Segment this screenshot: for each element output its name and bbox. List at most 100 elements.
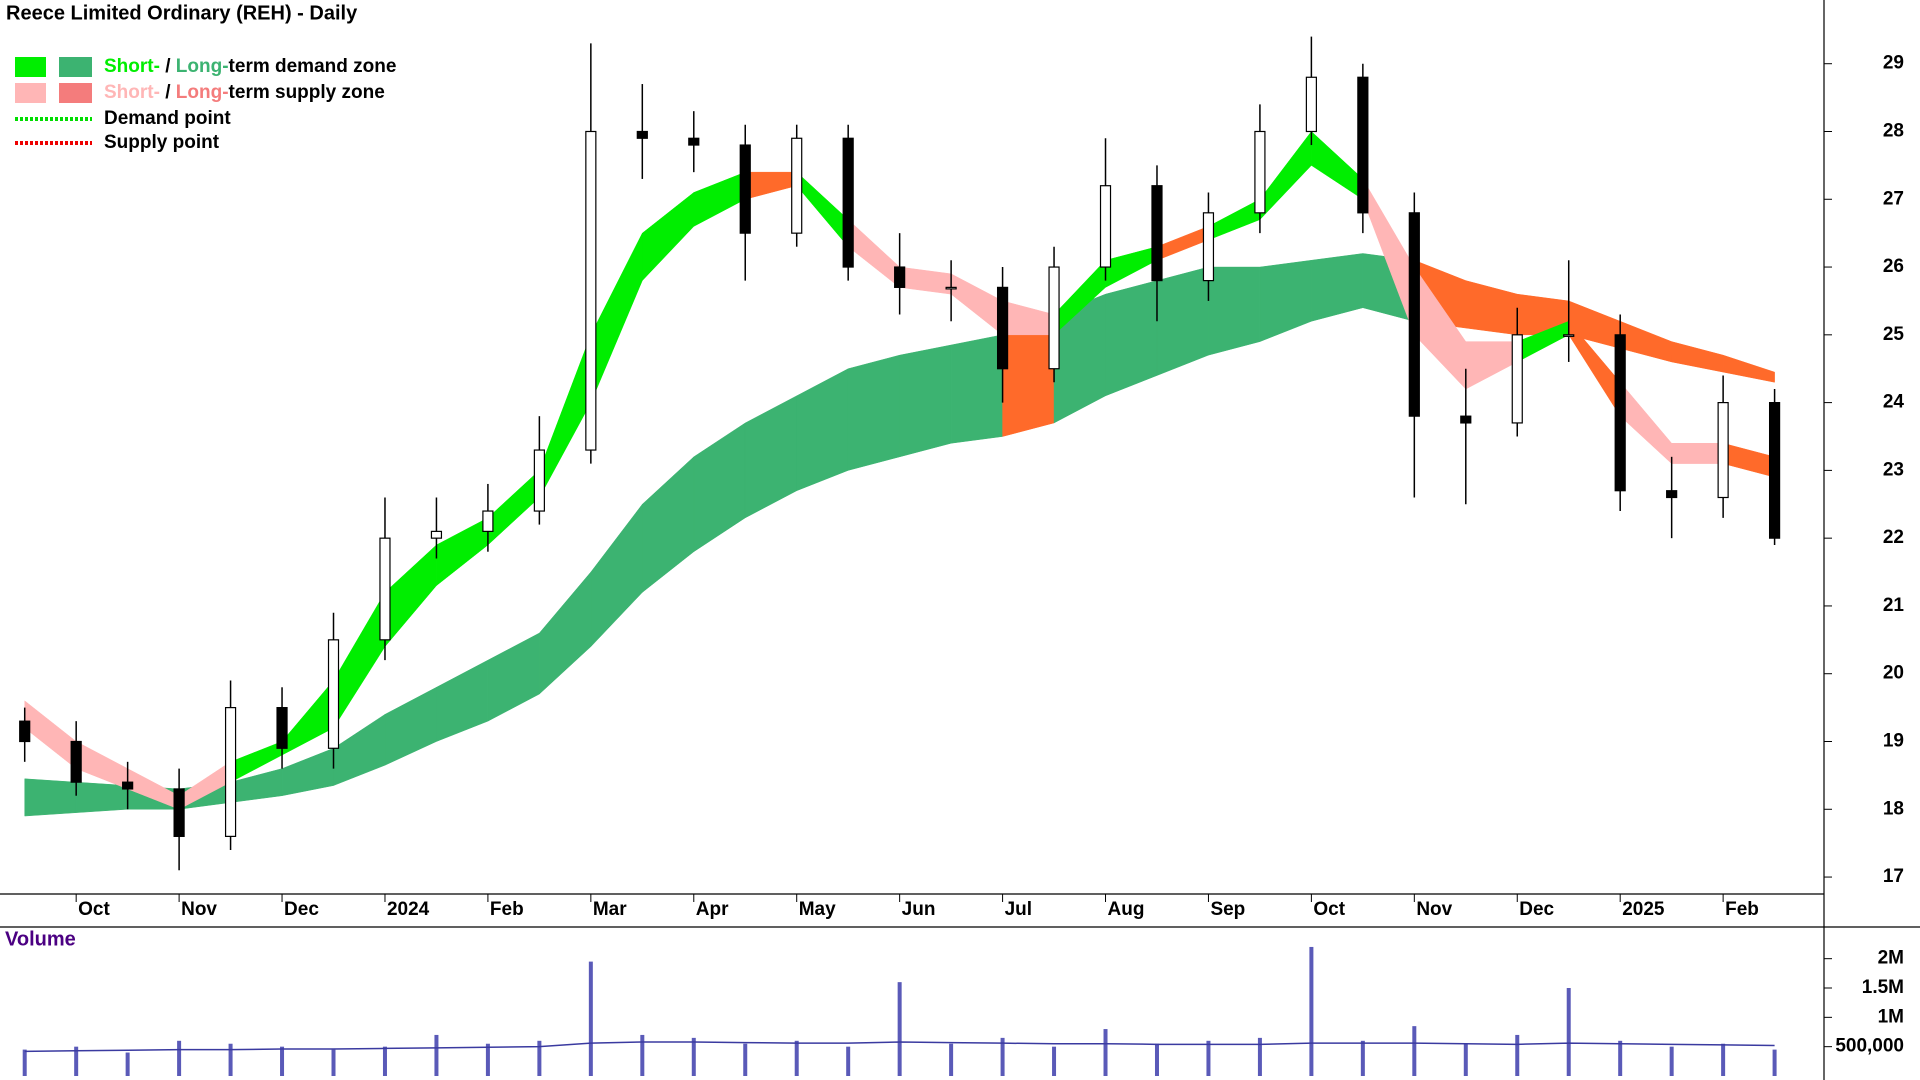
x-tick-label: Aug: [1108, 899, 1145, 920]
volume-bar: [1566, 988, 1571, 1076]
candle-body: [894, 266, 906, 288]
long-band-segment: [950, 334, 1003, 444]
candle-body: [1563, 334, 1575, 337]
y-tick-label: 28: [1883, 121, 1904, 142]
x-tick-label: Oct: [78, 899, 110, 920]
legend-entry: Short- / Long-term supply zone: [104, 82, 385, 103]
zones: [24, 130, 1775, 817]
volume-bar: [22, 1049, 27, 1076]
y-tick-label: 19: [1883, 731, 1904, 752]
x-tick-label: Oct: [1313, 899, 1345, 920]
x-tick-label: May: [799, 899, 836, 920]
x-tick-label: Nov: [181, 899, 217, 920]
legend-text: /: [160, 56, 176, 77]
x-tick-label: Dec: [284, 899, 319, 920]
volume-bar: [1412, 1026, 1417, 1076]
legend-entry: Supply point: [104, 132, 220, 153]
volume-tick-label: 500,000: [1835, 1036, 1904, 1057]
y-tick-label: 25: [1883, 324, 1905, 345]
candle-body: [533, 449, 545, 512]
volume-bar: [949, 1043, 954, 1076]
candles: [19, 36, 1781, 871]
candle-body: [1305, 76, 1317, 133]
x-tick-label: Dec: [1519, 899, 1554, 920]
candle-body: [739, 144, 751, 234]
candle-body: [996, 286, 1009, 370]
candle-body: [379, 537, 391, 641]
candle-body: [430, 530, 443, 539]
volume-bar: [691, 1037, 696, 1076]
volume-bar: [846, 1046, 851, 1076]
candle-body: [1099, 185, 1112, 268]
y-tick-label: 20: [1883, 663, 1904, 684]
legend-entry: Short- / Long-term demand zone: [104, 56, 396, 77]
volume-bar: [125, 1052, 130, 1076]
candle-body: [1202, 212, 1215, 282]
candle-body: [224, 707, 237, 837]
volume-average: [24, 1041, 1775, 1053]
long-band-segment: [899, 344, 952, 458]
candle-body: [1717, 402, 1729, 499]
volume-bar: [1052, 1046, 1057, 1076]
legend-text: Short-: [104, 82, 160, 103]
x-tick-label: Jun: [902, 899, 936, 920]
volume-tick-label: 1.5M: [1862, 977, 1904, 998]
candle-body: [585, 130, 597, 451]
candle-body: [1666, 490, 1678, 499]
volume-bar: [1309, 946, 1314, 1076]
long-band-segment: [75, 781, 128, 813]
volume-bar: [1463, 1043, 1468, 1076]
candle-body: [945, 286, 957, 290]
chart-title: Reece Limited Ordinary (REH) - Daily: [6, 2, 358, 24]
legend-swatch: [59, 57, 92, 77]
candle-body: [482, 510, 494, 532]
candle-body: [636, 130, 648, 139]
candle-body: [327, 639, 340, 749]
x-tick-label: Nov: [1416, 899, 1452, 920]
legend-text: Short-: [104, 56, 160, 77]
volume-bar: [1154, 1043, 1159, 1076]
legend-text: term demand zone: [229, 56, 397, 77]
volume-bar: [1103, 1029, 1108, 1076]
volume-label: Volume: [5, 928, 76, 950]
candle-body: [688, 137, 700, 146]
volume-bar: [177, 1040, 182, 1076]
volume-bar: [1257, 1037, 1262, 1076]
y-tick-label: 24: [1883, 392, 1905, 413]
volume-bar: [743, 1043, 748, 1076]
volume-panel: [22, 946, 1777, 1076]
volume-bar: [640, 1034, 645, 1076]
legend-text: term supply zone: [229, 82, 385, 103]
volume-bar: [74, 1046, 79, 1076]
candle-body: [1151, 185, 1163, 282]
volume-bar: [1772, 1049, 1777, 1076]
volume-bar: [382, 1046, 387, 1076]
y-tick-label: 22: [1883, 527, 1904, 548]
x-tick-label: Mar: [593, 899, 627, 920]
legend-swatch: [59, 83, 92, 103]
candle-body: [1511, 334, 1523, 424]
x-tick-label: Feb: [490, 899, 524, 920]
volume-bar: [897, 982, 902, 1076]
volume-bar: [794, 1040, 799, 1076]
long-band-segment: [847, 354, 900, 471]
volume-bar: [280, 1046, 285, 1076]
y-tick-label: 29: [1883, 53, 1904, 74]
legend-text: Long-: [176, 82, 229, 103]
candle-body: [19, 720, 31, 743]
volume-bar: [1669, 1046, 1674, 1076]
legend-text: /: [160, 82, 176, 103]
x-tick-label: 2024: [387, 899, 430, 920]
volume-bar: [1360, 1040, 1365, 1076]
legend-entry: Demand point: [104, 108, 231, 129]
volume-bar: [1000, 1037, 1005, 1076]
long-band-segment: [1105, 280, 1158, 397]
y-tick-label: 26: [1883, 256, 1904, 277]
legend-swatch: [15, 83, 46, 103]
y-tick-label: 23: [1883, 459, 1904, 480]
y-tick-label: 17: [1883, 866, 1904, 887]
x-tick-label: 2025: [1622, 899, 1665, 920]
candle-body: [276, 707, 288, 749]
